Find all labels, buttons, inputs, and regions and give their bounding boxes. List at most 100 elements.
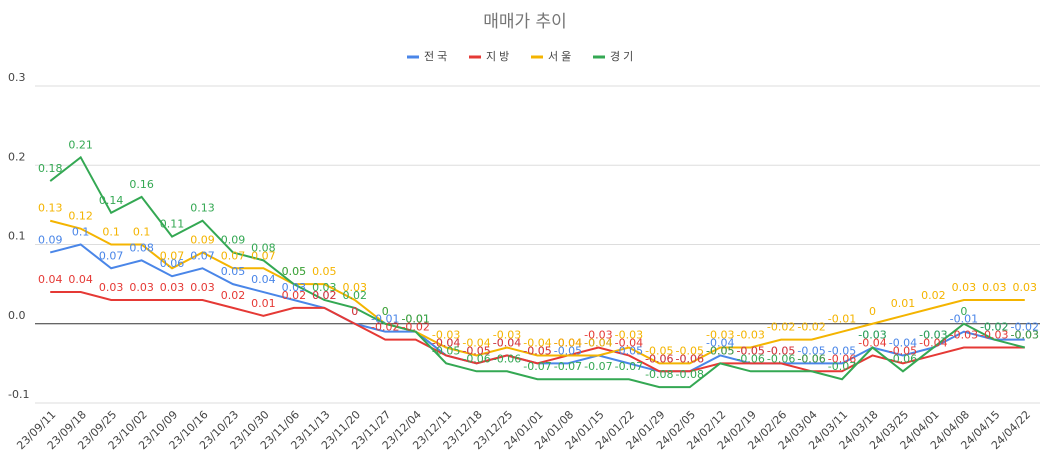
data-label: -0.01 — [401, 313, 429, 326]
data-label: -0.05 — [676, 344, 704, 357]
data-label: 0.18 — [38, 162, 63, 175]
data-label: 0.03 — [190, 281, 215, 294]
data-label: 0.07 — [251, 249, 276, 262]
data-label: -0.04 — [889, 336, 917, 349]
data-label: 0.12 — [68, 210, 93, 223]
data-label: -0.06 — [767, 352, 795, 365]
data-label: -0.02 — [1011, 321, 1039, 334]
data-label: -0.07 — [828, 360, 856, 373]
data-label: 0.05 — [282, 265, 307, 278]
data-label: -0.03 — [736, 329, 764, 342]
data-label: -0.06 — [828, 352, 856, 365]
data-label: 0.09 — [221, 233, 246, 246]
data-label: -0.03 — [615, 329, 643, 342]
data-label: 0.08 — [251, 241, 276, 254]
data-label: 0.08 — [129, 241, 154, 254]
data-label: 0.13 — [190, 202, 215, 215]
data-label: -0.05 — [645, 344, 673, 357]
data-label: -0.07 — [584, 360, 612, 373]
data-label: -0.05 — [706, 344, 734, 357]
data-label: -0.06 — [645, 352, 673, 365]
data-label: -0.05 — [736, 344, 764, 357]
data-label: 0.1 — [133, 226, 151, 239]
data-label: 0.03 — [1013, 281, 1038, 294]
legend-label: 서울 — [548, 50, 574, 63]
data-label: -0.03 — [1011, 329, 1039, 342]
data-label: -0.03 — [858, 329, 886, 342]
data-label: -0.05 — [736, 344, 764, 357]
data-label: -0.06 — [493, 352, 521, 365]
data-label: -0.05 — [889, 344, 917, 357]
data-label: -0.04 — [858, 336, 886, 349]
data-label: -0.03 — [919, 329, 947, 342]
data-label: -0.02 — [401, 321, 429, 334]
data-label: -0.01 — [401, 313, 429, 326]
data-label: 0.04 — [251, 273, 276, 286]
data-label: -0.05 — [432, 344, 460, 357]
data-label: -0.05 — [615, 344, 643, 357]
data-label: -0.05 — [706, 344, 734, 357]
data-label: -0.04 — [493, 336, 521, 349]
data-label: 0.07 — [160, 249, 185, 262]
data-label: -0.05 — [554, 344, 582, 357]
data-label: -0.03 — [432, 329, 460, 342]
data-label: -0.01 — [371, 313, 399, 326]
data-label: 0 — [960, 305, 967, 318]
data-label: -0.02 — [980, 321, 1008, 334]
data-label: -0.04 — [432, 336, 460, 349]
data-label: -0.03 — [1011, 329, 1039, 342]
data-label: -0.04 — [919, 336, 947, 349]
data-label: 0.07 — [221, 249, 246, 262]
data-label: 0.05 — [221, 265, 246, 278]
data-label: 0.01 — [891, 297, 916, 310]
data-label: -0.05 — [523, 344, 551, 357]
data-label: -0.05 — [462, 344, 490, 357]
data-label: 0 — [869, 305, 876, 318]
data-label: -0.02 — [797, 321, 825, 334]
data-label: -0.07 — [554, 360, 582, 373]
data-label: -0.02 — [767, 321, 795, 334]
series-line — [49, 219, 1025, 365]
data-label: -0.06 — [645, 352, 673, 365]
y-tick-label: 0.1 — [8, 230, 26, 243]
data-label: -0.05 — [767, 344, 795, 357]
data-label: -0.04 — [554, 336, 582, 349]
data-label: -0.01 — [950, 313, 978, 326]
data-label: 0.09 — [190, 233, 215, 246]
data-label: -0.04 — [462, 336, 490, 349]
data-label: 0.04 — [38, 273, 63, 286]
data-label: 0.16 — [129, 178, 154, 191]
data-label: 0.02 — [282, 289, 307, 302]
data-label: -0.03 — [950, 329, 978, 342]
data-label: 0.01 — [251, 297, 276, 310]
data-label: 0 — [351, 305, 358, 318]
data-label: 0.03 — [343, 281, 368, 294]
data-label: -0.03 — [493, 329, 521, 342]
data-label: 0.03 — [99, 281, 124, 294]
data-label: 0.04 — [68, 273, 93, 286]
series-line — [49, 155, 1026, 389]
data-label: -0.04 — [554, 336, 582, 349]
data-label: 0.1 — [102, 226, 120, 239]
data-label: 0.03 — [982, 281, 1007, 294]
data-label: 0.1 — [72, 226, 90, 239]
data-label: 0.13 — [38, 202, 63, 215]
data-label: -0.03 — [980, 329, 1008, 342]
data-label: -0.04 — [432, 336, 460, 349]
data-label: 0.14 — [99, 194, 124, 207]
data-label: -0.01 — [828, 313, 856, 326]
legend-label: 경기 — [610, 50, 636, 63]
y-tick-label: 0.3 — [8, 71, 26, 84]
data-label: 0.09 — [38, 233, 63, 246]
data-label: -0.04 — [706, 336, 734, 349]
data-label: -0.04 — [615, 336, 643, 349]
data-label: -0.05 — [523, 344, 551, 357]
data-label: 0.21 — [68, 138, 93, 151]
data-label: 0.03 — [952, 281, 977, 294]
data-label: -0.06 — [889, 352, 917, 365]
data-label: 0.03 — [282, 281, 307, 294]
data-label: -0.02 — [371, 321, 399, 334]
data-label: 0.02 — [343, 289, 368, 302]
y-tick-label: -0.1 — [8, 388, 29, 401]
